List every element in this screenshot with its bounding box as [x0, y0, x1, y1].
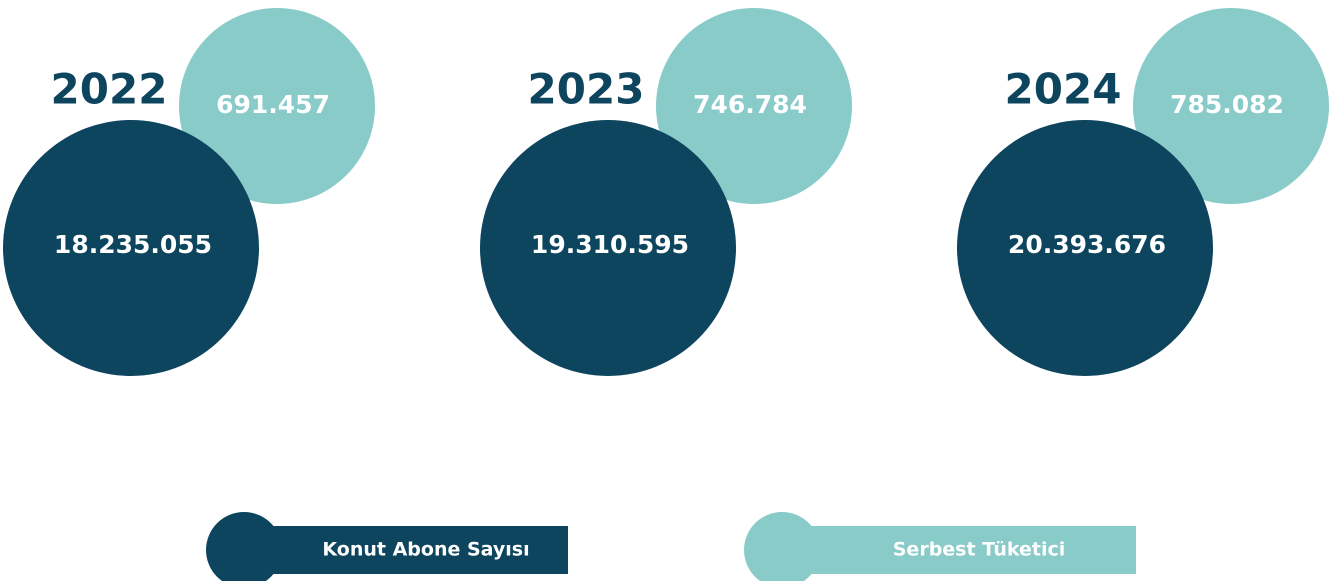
serbest-circle [656, 8, 852, 204]
serbest-circle [179, 8, 375, 204]
serbest-value: 785.082 [1170, 90, 1284, 119]
year: 2023 [528, 65, 645, 114]
legend-dot [206, 512, 282, 581]
serbest-value: 746.784 [693, 90, 807, 119]
legend-label: Serbest Tüketici [893, 539, 1066, 561]
legend-bar [782, 526, 1136, 574]
year: 2024 [1005, 65, 1122, 114]
serbest-value: 691.457 [216, 90, 330, 119]
legend-dot [744, 512, 820, 581]
year: 2022 [51, 65, 168, 114]
konut-circle [957, 120, 1213, 376]
konut-value: 18.235.055 [54, 230, 212, 259]
legend-bar [244, 526, 568, 574]
serbest-circle [1133, 8, 1329, 204]
konut-value: 19.310.595 [531, 230, 689, 259]
legend-label: Konut Abone Sayısı [322, 539, 529, 561]
konut-value: 20.393.676 [1008, 230, 1166, 259]
konut-circle [3, 120, 259, 376]
konut-circle [480, 120, 736, 376]
